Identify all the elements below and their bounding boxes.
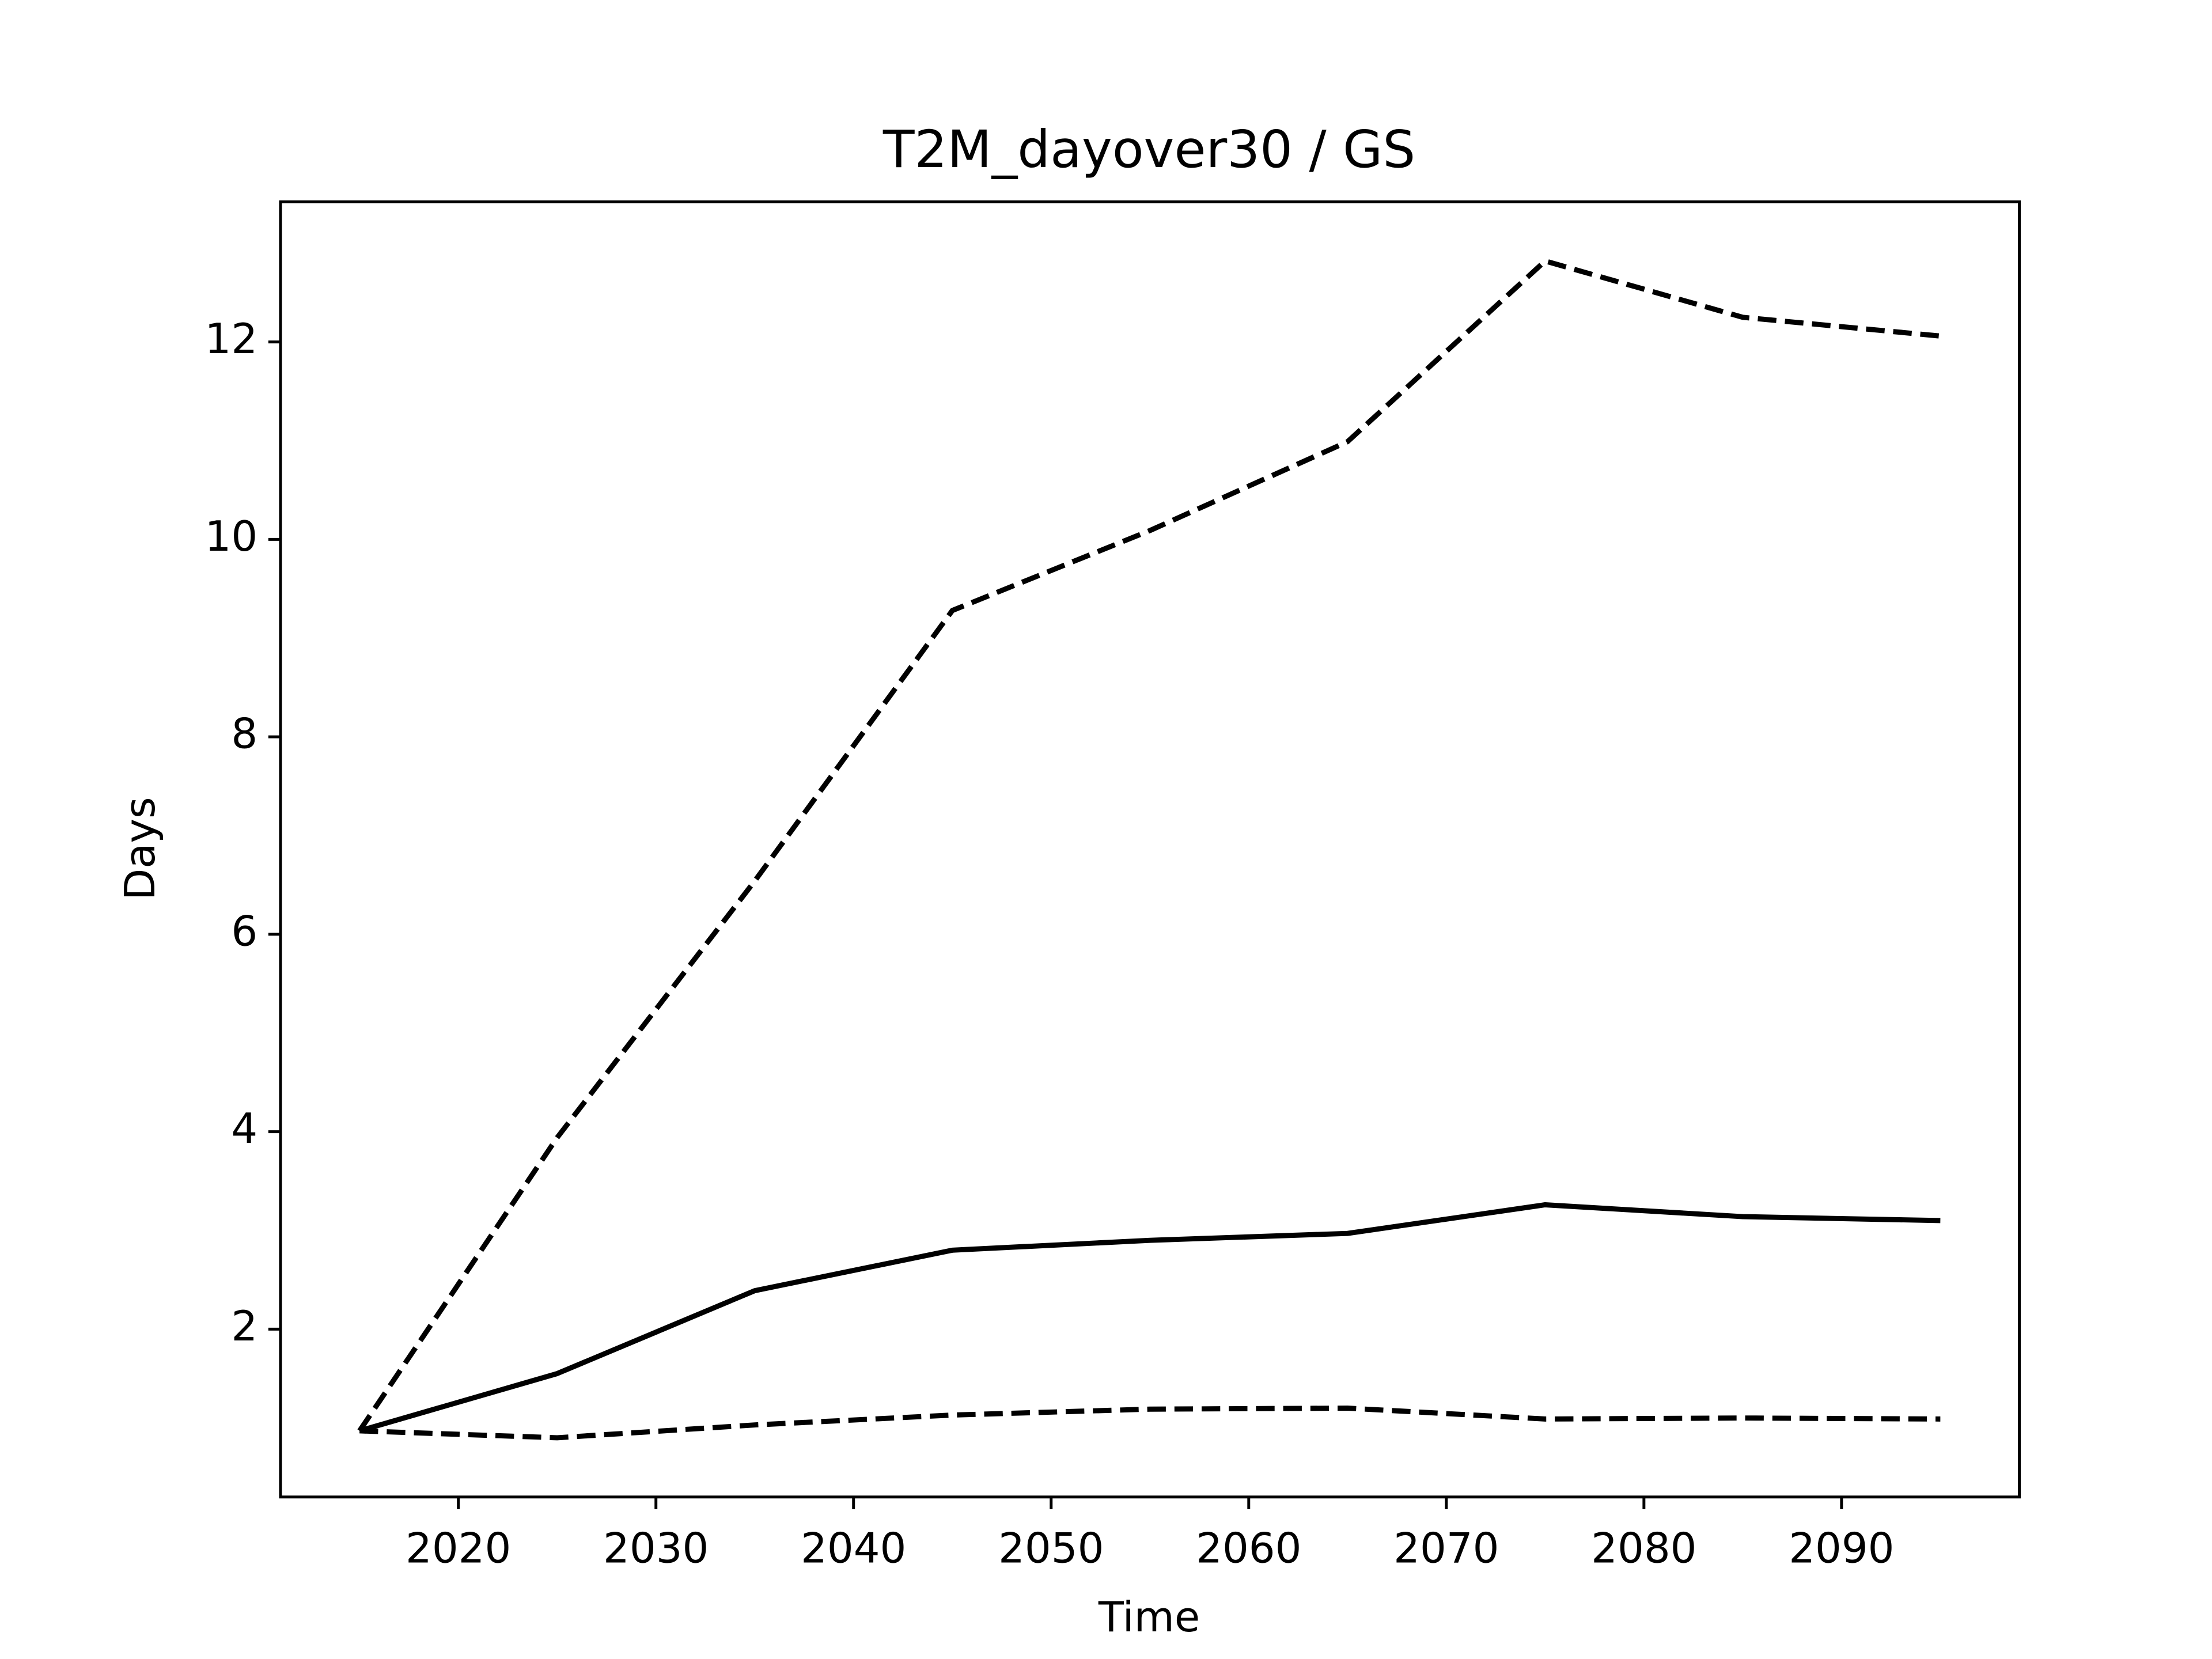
y-tick-label: 2 xyxy=(231,1302,257,1350)
line-series xyxy=(358,1202,1941,1434)
y-tick-label: 8 xyxy=(231,710,257,758)
plot-frame xyxy=(279,200,2021,1499)
x-tick-label: 2070 xyxy=(1393,1524,1499,1573)
x-tick-label: 2040 xyxy=(801,1524,906,1573)
chart-title: T2M_dayover30 / GS xyxy=(882,120,1415,180)
x-tick-label: 2050 xyxy=(998,1524,1104,1573)
y-axis-label: Days xyxy=(116,797,164,900)
y-tick-label: 4 xyxy=(231,1104,257,1153)
x-tick-label: 2060 xyxy=(1196,1524,1301,1573)
y-tick-label: 10 xyxy=(205,512,258,560)
x-tick-label: 2030 xyxy=(603,1524,709,1573)
line-series xyxy=(359,1406,1941,1441)
line-series xyxy=(357,258,1941,1433)
x-tick-label: 2020 xyxy=(406,1524,511,1573)
y-tick-label: 12 xyxy=(205,315,258,363)
x-tick-label: 2080 xyxy=(1591,1524,1696,1573)
y-tick-label: 6 xyxy=(231,907,257,955)
x-tick-label: 2090 xyxy=(1789,1524,1894,1573)
x-axis-label: Time xyxy=(1098,1593,1200,1641)
